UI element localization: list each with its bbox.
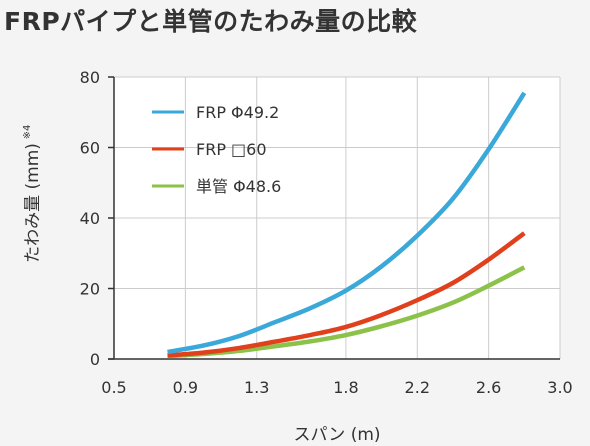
axes <box>108 76 560 360</box>
legend: FRP Φ49.2 FRP □60 単管 Φ48.6 <box>152 103 281 196</box>
grid-lines <box>114 76 561 359</box>
x-tick-label: 0.9 <box>173 378 198 397</box>
y-axis-title: たわみ量 (mm) <box>23 143 43 263</box>
x-tick-label: 1.8 <box>333 378 358 397</box>
chart-title: FRPパイプと単管のたわみ量の比較 <box>4 7 418 36</box>
series-lines <box>167 91 527 359</box>
x-tick-label: 3.0 <box>547 378 572 397</box>
legend-label: FRP Φ49.2 <box>196 103 279 122</box>
x-tick-labels: 0.5 0.9 1.3 1.8 2.2 2.6 3.0 <box>101 378 572 397</box>
legend-label: FRP □60 <box>196 140 267 159</box>
y-axis-title-group: たわみ量 (mm) <box>23 143 43 263</box>
y-tick-label: 0 <box>90 350 100 369</box>
y-tick-labels: 0 20 40 60 80 <box>80 68 100 369</box>
x-tick-label: 2.2 <box>405 378 430 397</box>
y-tick-label: 60 <box>80 139 100 158</box>
series-line-1 <box>167 91 527 355</box>
y-tick-label: 80 <box>80 68 100 87</box>
y-tick-label: 40 <box>80 209 100 228</box>
series-line-2 <box>167 231 526 358</box>
x-axis-title: スパン (m) <box>293 425 380 445</box>
x-tick-label: 2.6 <box>476 378 501 397</box>
series-line-3 <box>167 265 526 359</box>
x-tick-label: 0.5 <box>101 378 126 397</box>
legend-label: 単管 Φ48.6 <box>196 177 281 196</box>
x-tick-label: 1.3 <box>244 378 269 397</box>
y-tick-label: 20 <box>80 280 100 299</box>
y-axis-note: ※4 <box>22 125 33 140</box>
y-axis-note-group: ※4 <box>22 125 33 140</box>
